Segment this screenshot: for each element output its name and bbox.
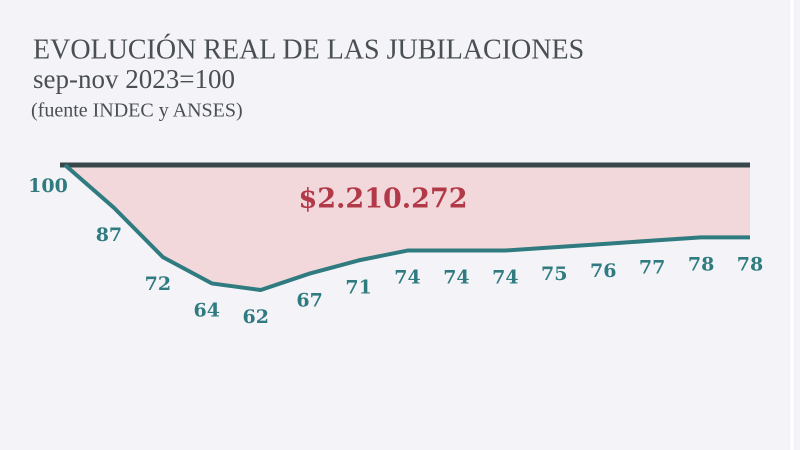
data-label: 74 xyxy=(394,267,420,289)
data-label: 78 xyxy=(737,253,763,275)
data-label: 77 xyxy=(639,257,665,279)
data-label: 100 xyxy=(28,175,68,197)
data-label: 87 xyxy=(96,224,122,246)
chart-source: (fuente INDEC y ANSES) xyxy=(31,100,243,122)
area-fill xyxy=(65,165,750,290)
data-line xyxy=(63,163,750,292)
data-label: 75 xyxy=(541,263,567,285)
data-label: 76 xyxy=(590,260,616,282)
chart-title: EVOLUCIÓN REAL DE LAS JUBILACIONES xyxy=(33,34,584,65)
data-label: 71 xyxy=(345,276,371,298)
data-label: 62 xyxy=(242,306,268,328)
data-label: 74 xyxy=(443,267,469,289)
chart-subtitle: sep-nov 2023=100 xyxy=(33,64,235,94)
data-label: 64 xyxy=(194,299,220,321)
annotation: $2.210.272 xyxy=(298,184,467,215)
data-label: 74 xyxy=(492,267,518,289)
data-label: 67 xyxy=(296,290,322,312)
data-label: 72 xyxy=(145,273,171,295)
data-label: 78 xyxy=(688,253,714,275)
